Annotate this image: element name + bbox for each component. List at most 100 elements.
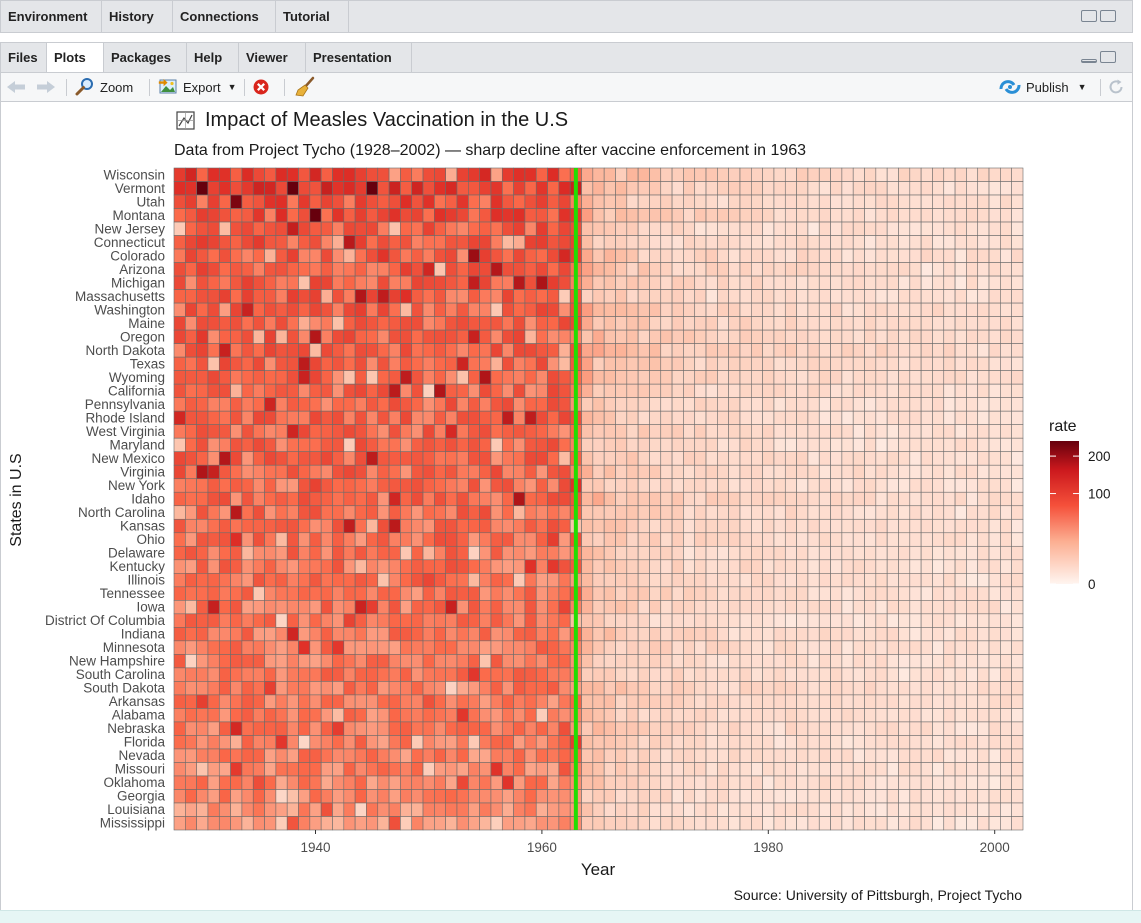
restore-pane-icon[interactable] [1081, 10, 1097, 22]
maximize-pane-icon[interactable] [1100, 10, 1116, 22]
tab-history[interactable]: History [102, 1, 173, 32]
heatmap-tile [966, 275, 979, 290]
heatmap-tile [320, 478, 333, 493]
tab-files[interactable]: Files [1, 43, 47, 72]
heatmap-tile [1000, 762, 1012, 777]
heatmap-tile [818, 518, 831, 534]
heatmap-tile [479, 721, 492, 736]
heatmap-tile [1011, 816, 1024, 831]
heatmap-tile [728, 370, 741, 385]
heatmap-tile [728, 221, 741, 236]
heatmap-tile [332, 221, 345, 236]
heatmap-tile [332, 478, 345, 493]
heatmap-tile [773, 343, 786, 358]
minimize-pane-icon[interactable] [1081, 59, 1097, 63]
heatmap-tile [773, 681, 786, 696]
heatmap-tile [445, 775, 458, 790]
heatmap-tile [513, 667, 526, 682]
heatmap-tile [547, 329, 560, 344]
heatmap-tile [490, 681, 503, 696]
heatmap-tile [920, 559, 933, 574]
clear-plots-button[interactable] [294, 73, 316, 101]
heatmap-tile [1011, 762, 1024, 777]
heatmap-tile [320, 329, 333, 344]
heatmap-tile [966, 370, 979, 385]
heatmap-tile [422, 235, 435, 250]
heatmap-tile [920, 356, 933, 371]
heatmap-tile [479, 248, 492, 263]
heatmap-tile [751, 478, 763, 493]
heatmap-tile [796, 289, 809, 304]
heatmap-tile [649, 586, 662, 601]
heatmap-tile [400, 802, 413, 817]
heatmap-tile [898, 235, 911, 250]
tab-viewer[interactable]: Viewer [239, 43, 306, 72]
heatmap-tile [241, 383, 254, 398]
heatmap-tile [694, 518, 707, 534]
heatmap-tile [275, 343, 288, 358]
heatmap-tile [196, 559, 209, 574]
tab-presentation[interactable]: Presentation [306, 43, 412, 72]
heatmap-tile [490, 708, 503, 723]
back-arrow-icon[interactable] [6, 73, 26, 101]
heatmap-tile [864, 532, 877, 547]
heatmap-tile [377, 491, 390, 507]
heatmap-tile [943, 275, 956, 290]
heatmap-tile [207, 478, 220, 493]
heatmap-tile [501, 248, 514, 263]
heatmap-tile [434, 681, 446, 696]
heatmap-tile [354, 640, 367, 655]
heatmap-tile [468, 383, 480, 398]
zoom-button[interactable]: Zoom [75, 73, 133, 101]
heatmap-tile [841, 208, 854, 223]
heatmap-tile [954, 491, 967, 507]
heatmap-tile [841, 194, 854, 209]
restore-pane-icon[interactable] [1100, 51, 1116, 63]
heatmap-tile [400, 735, 413, 750]
heatmap-tile [977, 478, 990, 493]
heatmap-tile [252, 681, 265, 696]
heatmap-tile [875, 505, 888, 520]
heatmap-tile [886, 789, 899, 804]
heatmap-tile [626, 370, 639, 385]
heatmap-tile [196, 343, 209, 358]
heatmap-tile [343, 532, 356, 547]
publish-button[interactable]: Publish ▼ [999, 73, 1087, 101]
export-button[interactable]: Export ▼ [158, 73, 237, 101]
heatmap-tile [456, 600, 469, 615]
tab-help[interactable]: Help [187, 43, 239, 72]
heatmap-tile [705, 505, 718, 520]
tab-tutorial[interactable]: Tutorial [276, 1, 349, 32]
heatmap-tile [660, 478, 673, 493]
heatmap-tile [207, 559, 220, 574]
heatmap-tile [434, 573, 446, 588]
refresh-icon[interactable] [1107, 73, 1125, 101]
heatmap-tile [705, 775, 718, 790]
heatmap-tile [218, 451, 231, 466]
heatmap-tile [751, 586, 763, 601]
heatmap-tile [807, 816, 820, 831]
heatmap-tile [422, 748, 435, 763]
heatmap-tile [490, 600, 503, 615]
heatmap-tile [852, 532, 865, 547]
heatmap-tile [501, 194, 514, 209]
tab-plots[interactable]: Plots [47, 43, 104, 72]
heatmap-tile [751, 573, 763, 588]
heatmap-tile [241, 262, 254, 277]
heatmap-tile [660, 802, 673, 817]
heatmap-tile [694, 329, 707, 344]
heatmap-tile [286, 383, 299, 398]
tab-connections[interactable]: Connections [173, 1, 276, 32]
tab-environment[interactable]: Environment [1, 1, 102, 32]
heatmap-tile [320, 424, 333, 439]
heatmap-tile [592, 491, 605, 507]
heatmap-tile [830, 289, 843, 304]
forward-arrow-icon[interactable] [36, 73, 56, 101]
heatmap-tile [490, 437, 503, 453]
remove-plot-button[interactable] [252, 73, 270, 101]
heatmap-tile [615, 248, 628, 263]
heatmap-tile [637, 721, 650, 736]
tab-packages[interactable]: Packages [104, 43, 187, 72]
heatmap-tile [434, 221, 446, 236]
heatmap-tile [807, 627, 820, 642]
